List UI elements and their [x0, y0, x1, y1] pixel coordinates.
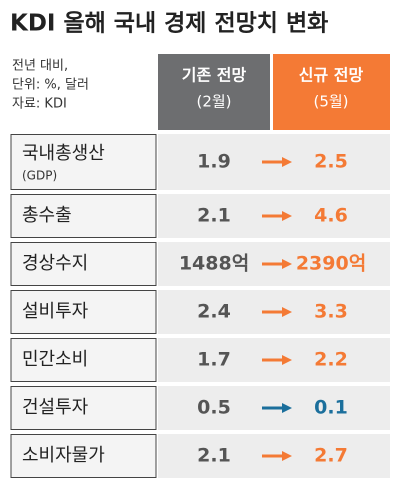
row-label: 경상수지 — [22, 253, 88, 274]
value-before: 1.9 — [197, 151, 231, 173]
note: 단위: %, 달러 — [12, 78, 89, 93]
note: 자료: KDI — [12, 97, 67, 112]
value-before: 2.1 — [197, 205, 231, 227]
row-label-cell — [10, 290, 157, 334]
value-after: 2.7 — [314, 445, 348, 467]
row-label-cell — [10, 242, 157, 286]
header-sublabel: (5월) — [313, 93, 348, 111]
arrow-head — [282, 307, 292, 317]
value-after: 4.6 — [314, 205, 348, 227]
row-label-cell — [10, 434, 157, 478]
header-new — [273, 54, 390, 130]
note: 전년 대비, — [12, 59, 68, 74]
arrow-head — [282, 451, 292, 461]
title: KDI 올해 국내 경제 전망치 변화 — [10, 11, 328, 37]
value-before: 1.7 — [197, 349, 231, 371]
row-label: 국내총생산 — [22, 143, 105, 164]
row-label: 설비투자 — [22, 301, 89, 322]
row-label: 소비자물가 — [22, 445, 105, 466]
arrow-head — [282, 355, 292, 365]
arrow-head — [282, 211, 292, 221]
row-label-cell — [10, 338, 157, 382]
row-sublabel: (GDP) — [22, 169, 57, 183]
value-after: 2390억 — [296, 253, 366, 275]
value-before: 2.1 — [197, 445, 231, 467]
header-sublabel: (2월) — [196, 93, 231, 111]
arrow-head — [282, 259, 292, 269]
value-after: 3.3 — [314, 301, 348, 323]
arrow-head — [282, 403, 292, 413]
arrow-head — [282, 157, 292, 167]
header-label: 기존 전망 — [182, 66, 247, 85]
value-before: 1488억 — [179, 253, 249, 275]
row-label: 민간소비 — [22, 349, 88, 370]
value-before: 2.4 — [197, 301, 231, 323]
value-before: 0.5 — [197, 397, 231, 419]
value-after: 2.2 — [314, 349, 348, 371]
row-label-cell — [10, 194, 157, 238]
row-label-cell — [10, 134, 157, 190]
value-after: 2.5 — [314, 151, 348, 173]
header-label: 신규 전망 — [299, 66, 364, 85]
row-label: 건설투자 — [22, 397, 89, 418]
row-label-cell — [10, 386, 157, 430]
row-label: 총수출 — [22, 205, 72, 226]
header-old — [158, 54, 270, 130]
value-after: 0.1 — [314, 397, 348, 419]
